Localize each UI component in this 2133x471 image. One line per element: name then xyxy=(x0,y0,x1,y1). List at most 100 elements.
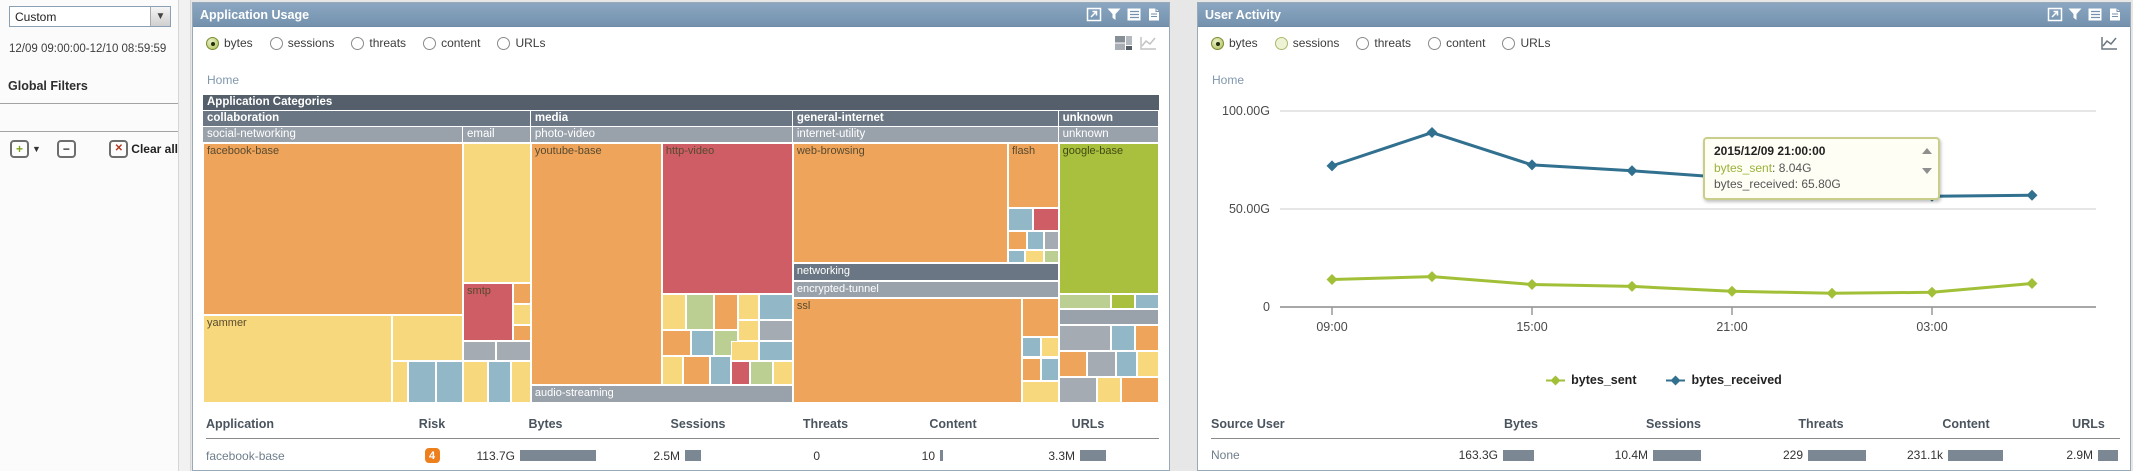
export-icon[interactable] xyxy=(2107,7,2123,22)
treemap-tile[interactable] xyxy=(759,319,793,341)
column-header-sessions[interactable]: Sessions xyxy=(1646,417,1701,431)
detail-list-icon[interactable] xyxy=(2087,7,2103,22)
scroll-up-icon[interactable] xyxy=(1922,148,1932,154)
treemap-tile[interactable] xyxy=(690,330,715,357)
line-view-icon[interactable] xyxy=(1139,36,1157,51)
add-filter-button[interactable]: + xyxy=(10,140,29,158)
column-header-threats[interactable]: Threats xyxy=(1798,417,1844,431)
treemap-tile-http-video[interactable]: http-video xyxy=(661,143,793,294)
treemap-tile[interactable] xyxy=(661,356,683,385)
radio-content[interactable]: content xyxy=(1428,36,1485,50)
time-range-select[interactable]: Custom ▼ xyxy=(9,6,171,27)
legend-item-bytes_sent[interactable]: bytes_sent xyxy=(1546,373,1636,387)
treemap-tile[interactable] xyxy=(759,293,793,320)
legend-item-bytes_received[interactable]: bytes_received xyxy=(1666,373,1782,387)
treemap-tile[interactable] xyxy=(1111,293,1136,310)
maximize-icon[interactable] xyxy=(1086,7,1102,22)
treemap-tile[interactable] xyxy=(1115,351,1137,377)
treemap-tile[interactable] xyxy=(709,356,731,385)
data-point-bytes_received-15:00[interactable] xyxy=(1526,159,1538,171)
treemap-tile[interactable] xyxy=(392,314,464,362)
column-header-content[interactable]: Content xyxy=(1942,417,1990,431)
column-header-sessions[interactable]: Sessions xyxy=(670,417,726,431)
treemap-tile-web-browsing[interactable]: web-browsing xyxy=(792,143,1008,263)
data-point-bytes_sent-09:00[interactable] xyxy=(1326,274,1338,286)
treemap-tile[interactable] xyxy=(512,283,531,305)
radio-bytes[interactable]: bytes xyxy=(1211,36,1258,50)
treemap-tile-yammer[interactable]: yammer xyxy=(203,314,393,403)
column-header-urls[interactable]: URLs xyxy=(2072,417,2105,431)
treemap-root-header[interactable]: Application Categories xyxy=(203,95,1159,110)
treemap-tile-networking[interactable]: networking xyxy=(792,262,1059,281)
data-point-bytes_received-06:00[interactable] xyxy=(2026,189,2038,201)
column-header-application[interactable]: Application xyxy=(206,417,275,431)
filter-icon[interactable] xyxy=(1106,7,1122,22)
treemap-tile[interactable] xyxy=(759,340,793,362)
treemap-tile[interactable] xyxy=(1022,357,1042,381)
breadcrumb[interactable]: Home xyxy=(207,73,240,87)
chevron-down-icon[interactable]: ▼ xyxy=(150,7,170,26)
treemap-subcategory-photo-video[interactable]: photo-video xyxy=(530,127,793,142)
radio-threats[interactable]: threats xyxy=(351,36,406,50)
radio-sessions[interactable]: sessions xyxy=(269,36,334,50)
treemap-tile[interactable] xyxy=(392,361,408,403)
treemap-tile[interactable] xyxy=(487,361,511,403)
treemap-tile[interactable] xyxy=(1120,377,1159,403)
treemap-tile[interactable] xyxy=(1087,351,1116,377)
radio-content[interactable]: content xyxy=(423,36,480,50)
data-point-bytes_sent-12:00[interactable] xyxy=(1426,271,1438,283)
treemap-tile[interactable] xyxy=(1111,325,1136,351)
treemap-tile[interactable] xyxy=(1058,377,1097,403)
treemap-tile[interactable] xyxy=(1135,325,1159,351)
treemap-tile[interactable] xyxy=(1044,249,1059,263)
treemap-tile-ssl[interactable]: ssl xyxy=(792,297,1023,403)
treemap-tile[interactable] xyxy=(682,356,710,385)
treemap-tile[interactable] xyxy=(738,293,760,320)
data-point-bytes_sent-03:00[interactable] xyxy=(1926,286,1938,298)
treemap-tile-audio-streaming[interactable]: audio-streaming xyxy=(530,384,793,403)
treemap-tile-youtube-base[interactable]: youtube-base xyxy=(530,143,662,385)
breadcrumb[interactable]: Home xyxy=(1212,73,1245,87)
treemap-tile-google-base[interactable]: google-base xyxy=(1058,143,1159,294)
treemap-tile[interactable] xyxy=(1007,249,1026,263)
treemap-subcategory-social-networking[interactable]: social-networking xyxy=(203,127,464,142)
treemap-tile[interactable] xyxy=(463,143,531,284)
data-point-bytes_received-09:00[interactable] xyxy=(1326,160,1338,172)
application-link[interactable]: facebook-base xyxy=(206,448,285,463)
radio-threats[interactable]: threats xyxy=(1356,36,1411,50)
add-filter-caret-icon[interactable]: ▼ xyxy=(32,144,41,154)
detail-list-icon[interactable] xyxy=(1126,7,1142,22)
export-icon[interactable] xyxy=(1146,7,1162,22)
treemap-tile-encrypted-tunnel[interactable]: encrypted-tunnel xyxy=(792,280,1059,298)
treemap-tile[interactable] xyxy=(463,340,496,362)
treemap-tile[interactable] xyxy=(1137,351,1159,377)
treemap-tile[interactable] xyxy=(510,361,531,403)
data-point-bytes_sent-00:00[interactable] xyxy=(1826,287,1838,299)
column-header-bytes[interactable]: Bytes xyxy=(1503,417,1539,431)
treemap-tile[interactable] xyxy=(1007,208,1033,232)
treemap-tile[interactable] xyxy=(1032,208,1059,232)
treemap-tile-facebook-base[interactable]: facebook-base xyxy=(203,143,464,315)
radio-sessions[interactable]: sessions xyxy=(1274,36,1339,50)
column-header-risk[interactable]: Risk xyxy=(418,417,446,431)
treemap-subcategory-unknown[interactable]: unknown xyxy=(1058,127,1159,142)
treemap-tile-flash[interactable]: flash xyxy=(1007,143,1059,208)
treemap-tile[interactable] xyxy=(1022,380,1059,403)
treemap-tile-smtp[interactable]: smtp xyxy=(463,283,513,341)
treemap-tile[interactable] xyxy=(512,325,531,341)
line-view-icon[interactable] xyxy=(2100,36,2118,51)
column-header-urls[interactable]: URLs xyxy=(1071,417,1105,431)
radio-bytes[interactable]: bytes xyxy=(206,36,253,50)
maximize-icon[interactable] xyxy=(2047,7,2063,22)
treemap-category-unknown[interactable]: unknown xyxy=(1058,111,1159,126)
treemap-tile[interactable] xyxy=(1058,351,1088,377)
treemap-tile[interactable] xyxy=(738,319,760,341)
treemap-tile[interactable] xyxy=(495,340,531,362)
treemap-tile[interactable] xyxy=(661,330,691,357)
treemap-tile[interactable] xyxy=(1007,231,1028,250)
treemap-tile[interactable] xyxy=(512,304,531,325)
data-point-bytes_sent-21:00[interactable] xyxy=(1726,285,1738,297)
column-header-content[interactable]: Content xyxy=(929,417,977,431)
treemap-tile[interactable] xyxy=(1096,377,1121,403)
treemap-tile[interactable] xyxy=(1058,325,1112,351)
